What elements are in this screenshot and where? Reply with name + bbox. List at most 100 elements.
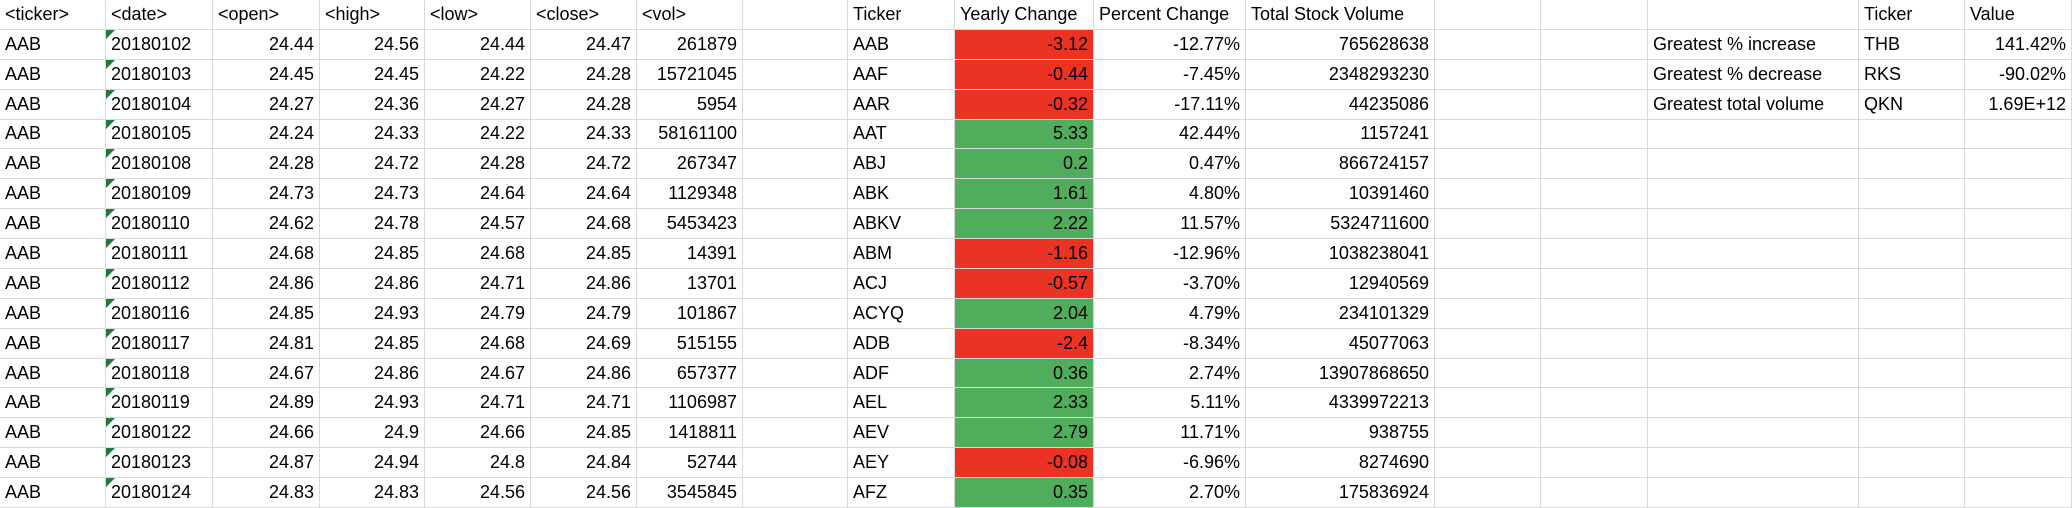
cell[interactable]: 141.42% [1965,29,2072,60]
cell[interactable] [743,89,848,120]
cell[interactable] [1648,388,1859,419]
cell[interactable] [1435,59,1541,90]
cell[interactable] [1965,119,2072,150]
cell[interactable]: AAB [0,478,106,508]
cell[interactable] [1648,358,1859,389]
cell[interactable]: 0.2 [955,149,1094,180]
cell[interactable] [1541,358,1648,389]
cell[interactable]: 4.79% [1094,298,1246,329]
cell[interactable] [1648,179,1859,210]
cell[interactable]: 234101329 [1246,298,1435,329]
cell[interactable]: ACYQ [848,298,955,329]
cell[interactable]: 24.36 [320,89,425,120]
cell[interactable] [743,119,848,150]
cell[interactable]: THB [1859,29,1965,60]
cell[interactable]: 0.47% [1094,149,1246,180]
cell[interactable]: AAB [0,179,106,210]
cell[interactable]: 1.61 [955,179,1094,210]
cell[interactable] [1859,119,1965,150]
cell[interactable]: 58161100 [637,119,743,150]
cell[interactable] [1859,478,1965,508]
cell[interactable]: 2.70% [1094,478,1246,508]
cell[interactable]: 24.27 [425,89,531,120]
cell[interactable]: 20180122 [106,418,213,449]
cell[interactable] [1541,478,1648,508]
cell[interactable] [1648,239,1859,269]
cell[interactable]: AAB [0,209,106,240]
cell[interactable]: 20180112 [106,268,213,299]
cell[interactable]: 20180102 [106,29,213,60]
cell[interactable]: 24.33 [320,119,425,150]
cell[interactable]: 24.72 [320,149,425,180]
cell[interactable] [1435,149,1541,180]
cell[interactable]: 44235086 [1246,89,1435,120]
cell[interactable]: 24.27 [213,89,320,120]
cell[interactable]: 24.45 [213,59,320,90]
cell[interactable] [1435,0,1541,30]
cell[interactable]: <open> [213,0,320,30]
cell[interactable]: 11.71% [1094,418,1246,449]
cell[interactable]: ABK [848,179,955,210]
cell[interactable]: 261879 [637,29,743,60]
cell[interactable] [1435,328,1541,359]
cell[interactable] [1541,388,1648,419]
cell[interactable] [1541,89,1648,120]
cell[interactable] [1541,268,1648,299]
cell[interactable]: Ticker [1859,0,1965,30]
cell[interactable]: 24.86 [213,268,320,299]
cell[interactable]: 1.69E+12 [1965,89,2072,120]
cell[interactable]: -6.96% [1094,448,1246,479]
cell[interactable]: 24.86 [320,358,425,389]
cell[interactable]: 12940569 [1246,268,1435,299]
cell[interactable]: 24.83 [320,478,425,508]
cell[interactable] [1648,119,1859,150]
cell[interactable] [1965,209,2072,240]
cell[interactable]: 2.33 [955,388,1094,419]
cell[interactable]: 1418811 [637,418,743,449]
cell[interactable]: 24.72 [531,149,637,180]
cell[interactable]: -90.02% [1965,59,2072,90]
cell[interactable]: 24.94 [320,448,425,479]
cell[interactable]: -3.70% [1094,268,1246,299]
cell[interactable]: AAB [848,29,955,60]
cell[interactable] [1859,179,1965,210]
cell[interactable]: 5.11% [1094,388,1246,419]
cell[interactable] [1965,179,2072,210]
cell[interactable]: 2.79 [955,418,1094,449]
cell[interactable] [1965,328,2072,359]
cell[interactable] [1541,149,1648,180]
cell[interactable] [743,298,848,329]
cell[interactable]: 3545845 [637,478,743,508]
cell[interactable]: 24.66 [425,418,531,449]
cell[interactable]: 24.28 [425,149,531,180]
cell[interactable] [1965,478,2072,508]
cell[interactable]: -8.34% [1094,328,1246,359]
cell[interactable] [1435,179,1541,210]
cell[interactable]: -0.32 [955,89,1094,120]
cell[interactable]: 24.22 [425,119,531,150]
cell[interactable] [743,59,848,90]
cell[interactable] [1541,59,1648,90]
cell[interactable]: 24.73 [213,179,320,210]
cell[interactable]: 24.56 [320,29,425,60]
cell[interactable] [1435,298,1541,329]
cell[interactable]: 938755 [1246,418,1435,449]
cell[interactable]: 24.86 [531,268,637,299]
cell[interactable]: 267347 [637,149,743,180]
cell[interactable] [1859,418,1965,449]
cell[interactable]: AAR [848,89,955,120]
cell[interactable]: 20180105 [106,119,213,150]
cell[interactable]: -2.4 [955,328,1094,359]
cell[interactable] [1965,298,2072,329]
cell[interactable]: 24.28 [213,149,320,180]
cell[interactable]: 0.35 [955,478,1094,508]
cell[interactable]: 24.79 [425,298,531,329]
cell[interactable] [743,149,848,180]
cell[interactable]: 24.93 [320,298,425,329]
cell[interactable] [743,29,848,60]
cell[interactable] [743,239,848,269]
cell[interactable] [743,328,848,359]
cell[interactable] [743,268,848,299]
cell[interactable]: 11.57% [1094,209,1246,240]
cell[interactable]: 24.44 [425,29,531,60]
